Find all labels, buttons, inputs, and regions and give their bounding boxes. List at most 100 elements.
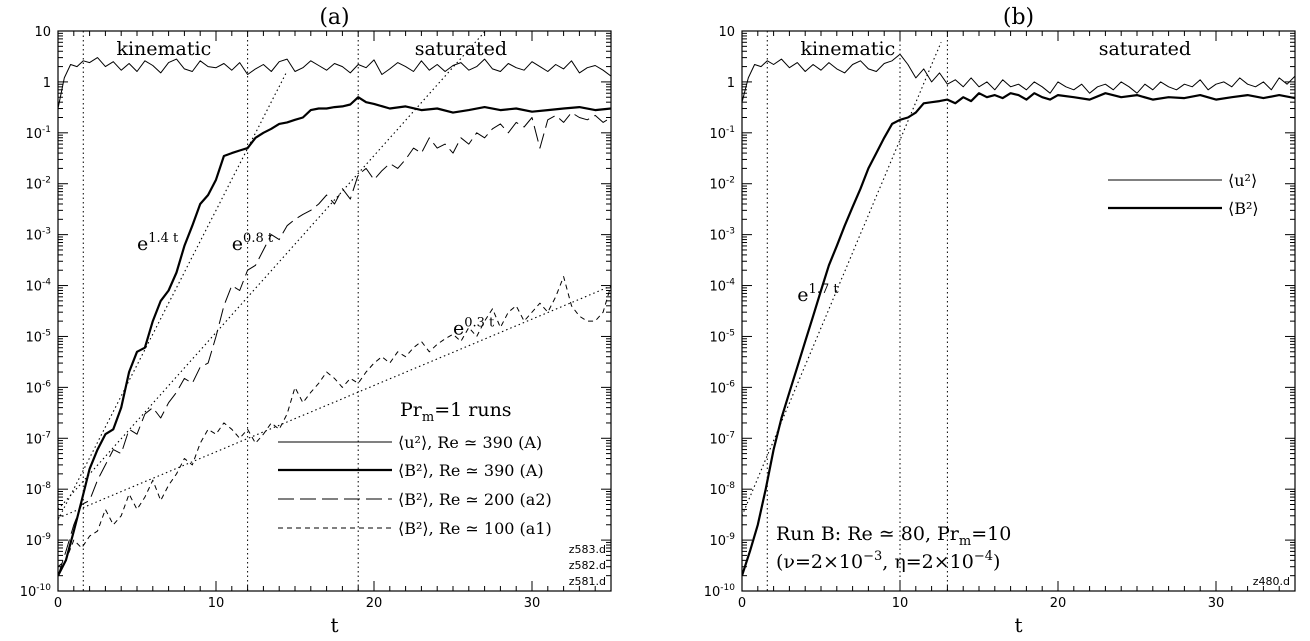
exp-fit-line xyxy=(58,285,611,519)
exp-fit-label-exponent: 0.8 t xyxy=(243,231,274,246)
exp-fit-label-base: e xyxy=(137,233,148,255)
legend-label: ⟨B²⟩, Re ≃ 390 (A) xyxy=(398,461,544,480)
legend-label: ⟨u²⟩ xyxy=(1228,171,1257,190)
x-tick-label: 0 xyxy=(54,596,62,611)
y-tick-exponent: -2 xyxy=(42,176,51,186)
run-text: (ν=2×10 xyxy=(776,551,863,573)
panel-b: (b)0 10 20 30t10-1010-910-810-710-610-510-4… xyxy=(704,5,1296,637)
y-tick-base: 10 xyxy=(709,229,726,244)
y-tick-label: 10-8 xyxy=(25,481,51,498)
series-line-longdash xyxy=(58,112,611,576)
panel-title: (a) xyxy=(319,5,349,30)
legend-label: ⟨B²⟩, Re ≃ 100 (a1) xyxy=(398,519,552,538)
run-text: , η=2×10 xyxy=(882,551,974,573)
y-tick-label: 10-1 xyxy=(25,125,51,142)
y-tick-base: 10 xyxy=(25,432,42,447)
y-tick-label: 10 xyxy=(718,25,735,40)
y-tick-base: 10 xyxy=(25,330,42,345)
y-tick-base: 10 xyxy=(709,178,726,193)
y-tick-label: 10 xyxy=(34,25,51,40)
y-tick-label: 10-2 xyxy=(25,176,51,193)
y-tick-base: 10 xyxy=(704,585,721,600)
x-tick-label: 30 xyxy=(524,596,541,611)
y-tick-label: 10-7 xyxy=(709,430,735,447)
y-tick-exponent: -6 xyxy=(42,379,51,389)
y-tick-exponent: -9 xyxy=(726,532,735,542)
exp-fit-label-exponent: 1.7 t xyxy=(809,282,840,297)
legend-title-base: Pr xyxy=(400,399,423,421)
y-tick-base: 10 xyxy=(25,280,42,295)
y-tick-exponent: -1 xyxy=(42,125,51,135)
y-tick-exponent: -5 xyxy=(42,328,51,338)
y-tick-base: 10 xyxy=(25,178,42,193)
y-tick-exponent: -4 xyxy=(726,278,735,288)
y-tick-base: 10 xyxy=(709,534,726,549)
y-tick-base: 10 xyxy=(20,585,37,600)
run-description-line2: (ν=2×10−3, η=2×10−4) xyxy=(776,549,1000,573)
y-tick-base: 10 xyxy=(709,127,726,142)
y-tick-base: 10 xyxy=(25,534,42,549)
y-tick-label: 10-9 xyxy=(709,532,735,549)
y-tick-base: 10 xyxy=(709,280,726,295)
plot-frame xyxy=(57,30,612,592)
exp-fit-label: e0.8 t xyxy=(232,231,274,255)
exp-fit-label-base: e xyxy=(453,317,464,339)
y-tick-base: 10 xyxy=(25,127,42,142)
exp-fit-line xyxy=(58,31,487,510)
legend-label: ⟨B²⟩ xyxy=(1228,199,1259,218)
y-tick-exponent: -2 xyxy=(726,176,735,186)
exp-fit-label: e1.4 t xyxy=(137,231,179,255)
panel-a: (a)0 10 20 30t10-1010-910-810-710-610-510-4… xyxy=(20,5,612,637)
run-text: ) xyxy=(993,551,1000,573)
series-line-thin xyxy=(58,57,611,109)
y-tick-label: 10-5 xyxy=(709,328,735,345)
y-tick-label: 10-4 xyxy=(25,278,51,295)
exp-fit-label-base: e xyxy=(797,284,808,306)
exp-fit-label: e0.3 t xyxy=(453,315,495,339)
x-tick-label: 10 xyxy=(892,596,909,611)
x-tick-label: 20 xyxy=(366,596,383,611)
legend-label: ⟨B²⟩, Re ≃ 200 (a2) xyxy=(398,490,552,509)
region-label: saturated xyxy=(1099,38,1191,60)
file-tag: z480.d xyxy=(1253,575,1290,588)
y-tick-exponent: -8 xyxy=(42,481,51,491)
region-label: kinematic xyxy=(800,38,895,60)
y-tick-label: 1 xyxy=(43,76,51,91)
y-tick-label: 10-2 xyxy=(709,176,735,193)
y-tick-exponent: -8 xyxy=(726,481,735,491)
exp-fit-line xyxy=(742,41,942,517)
run-text-superscript: −3 xyxy=(863,549,882,564)
series-line-thin xyxy=(742,53,1295,103)
legend-title-subscript: m xyxy=(422,410,434,425)
legend-title-rest: =1 runs xyxy=(434,399,511,421)
y-tick-base: 10 xyxy=(709,483,726,498)
run-text-subscript: m xyxy=(959,534,971,549)
run-text-superscript: −4 xyxy=(974,549,993,564)
y-tick-label: 10-4 xyxy=(709,278,735,295)
y-tick-exponent: -3 xyxy=(42,227,51,237)
exp-fit-label-exponent: 0.3 t xyxy=(464,315,495,330)
y-tick-exponent: -10 xyxy=(720,583,735,593)
x-tick-label: 0 xyxy=(738,596,746,611)
x-axis-label: t xyxy=(1014,613,1022,637)
exp-fit-line xyxy=(58,70,288,521)
y-tick-base: 10 xyxy=(25,483,42,498)
file-tag: z583.d xyxy=(569,543,606,556)
file-tag: z582.d xyxy=(569,559,606,572)
y-tick-base: 10 xyxy=(25,229,42,244)
x-tick-label: 10 xyxy=(208,596,225,611)
y-tick-label: 10-6 xyxy=(709,379,735,396)
y-tick-exponent: -6 xyxy=(726,379,735,389)
y-tick-exponent: -1 xyxy=(726,125,735,135)
panel-title: (b) xyxy=(1003,5,1034,30)
y-tick-label: 10-8 xyxy=(709,481,735,498)
y-tick-label: 10-6 xyxy=(25,379,51,396)
y-tick-base: 1 xyxy=(727,76,735,91)
y-tick-label: 10-1 xyxy=(709,125,735,142)
y-tick-exponent: -5 xyxy=(726,328,735,338)
x-tick-label: 20 xyxy=(1050,596,1067,611)
y-tick-exponent: -9 xyxy=(42,532,51,542)
plot-area xyxy=(58,31,611,577)
y-tick-base: 1 xyxy=(43,76,51,91)
y-tick-base: 10 xyxy=(25,381,42,396)
